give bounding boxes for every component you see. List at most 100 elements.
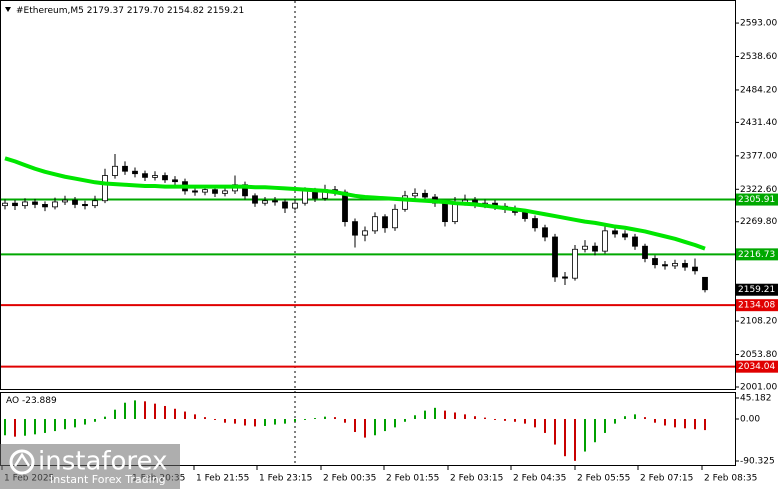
y-tick-label: 2593.00 [740, 19, 777, 29]
candle-body [362, 230, 368, 236]
candle-body [402, 195, 408, 210]
indicator-frame [0, 392, 736, 466]
indicator-bar [484, 417, 486, 419]
candle-body [302, 190, 308, 204]
indicator-bar [694, 418, 696, 430]
indicator-y-tick-label: -90.325 [740, 456, 775, 466]
candle-body [642, 245, 648, 259]
candle-body [572, 248, 578, 279]
menu-arrow [5, 7, 11, 12]
indicator-bar [194, 414, 196, 419]
moving-average [4, 156, 706, 251]
indicator-bar [674, 418, 676, 428]
indicator-bar [494, 418, 496, 420]
indicator-bar [204, 417, 206, 419]
indicator-bar [474, 416, 476, 419]
y-tick-label: 2001.00 [740, 382, 777, 392]
indicator-bar [644, 417, 646, 419]
indicator-bar [534, 418, 536, 428]
candle-body [622, 233, 628, 238]
indicator-bar [154, 403, 156, 419]
y-tick-label: 2431.40 [740, 118, 777, 128]
watermark-box [0, 444, 180, 489]
candle-body [342, 191, 348, 223]
indicator-bar [514, 418, 516, 422]
candle-body [592, 245, 598, 252]
indicator-bar [414, 415, 416, 419]
indicator-bar [324, 416, 326, 419]
indicator-bar [654, 418, 656, 423]
indicator-bar [234, 418, 236, 424]
watermark: instaforex Instant Forex Trading [0, 444, 180, 489]
indicator-y-tick-label: 45.182 [740, 393, 772, 403]
indicator-bar [164, 405, 166, 419]
candle-body [152, 175, 158, 178]
indicator-bar [304, 418, 306, 420]
indicator-bar [374, 418, 376, 436]
x-tick-label: 2 Feb 04:35 [513, 474, 566, 484]
candle-body [122, 165, 128, 172]
indicator-bar [184, 411, 186, 419]
x-tick-label: 2 Feb 01:55 [386, 474, 439, 484]
indicator-bar [314, 418, 316, 419]
candle-body [522, 212, 528, 219]
indicator-bar [364, 418, 366, 438]
watermark-brand: instaforex [38, 447, 167, 477]
indicator-value: -23.889 [22, 396, 57, 406]
indicator-bar [264, 418, 266, 426]
indicator-bar [284, 418, 286, 424]
indicator-name: AO [6, 396, 19, 406]
indicator-y-tick-label: 0.00 [740, 414, 760, 424]
candle-body [92, 200, 98, 207]
candle-body [272, 200, 278, 203]
indicator-bar [704, 418, 706, 431]
indicator-bar [444, 410, 446, 419]
candle-body [662, 264, 668, 267]
indicator-bar [144, 401, 146, 419]
indicator-bar [274, 418, 276, 425]
candle-body [682, 263, 688, 268]
candle-body [212, 189, 218, 194]
y-tick-label: 2484.20 [740, 85, 777, 95]
candle-body [452, 202, 458, 223]
candle-body [632, 236, 638, 247]
indicator-bar [424, 410, 426, 419]
level-label: 2305.91 [738, 195, 775, 205]
candle-body [702, 276, 708, 291]
candle-body [172, 179, 178, 183]
chart-title: #Ethereum,M5 2179.37 2179.70 2154.82 215… [16, 6, 244, 16]
y-tick-label: 2108.20 [740, 317, 777, 327]
candle-body [162, 175, 168, 181]
indicator-bar [244, 418, 246, 426]
price-tag [736, 283, 778, 296]
candle-body [202, 189, 208, 193]
indicator-bar [604, 418, 606, 433]
main-frame [0, 0, 736, 390]
candle-body [102, 175, 108, 202]
indicator-bar [54, 418, 56, 432]
indicator-bar [614, 418, 616, 424]
indicator-bar [594, 418, 596, 443]
indicator-title: AO -23.889 [6, 396, 57, 406]
indicator-bar [134, 400, 136, 419]
indicator-bar [124, 402, 126, 419]
watermark-logo [9, 449, 35, 475]
level-tag [736, 193, 778, 206]
x-tick-label: 2 Feb 00:35 [323, 474, 376, 484]
indicator-bar [564, 418, 566, 457]
candle-body [612, 230, 618, 235]
candle-body [292, 202, 298, 209]
candle-body [82, 204, 88, 207]
candle-body [252, 195, 258, 204]
candle-body [352, 221, 358, 236]
y-tick-label: 2269.80 [740, 217, 777, 227]
candle-body [32, 201, 38, 205]
x-tick-label: 2 Feb 03:15 [450, 474, 503, 484]
y-tick-label: 2538.60 [740, 52, 777, 62]
candle-body [382, 216, 388, 229]
indicator-bar [14, 418, 16, 437]
candle-body [442, 202, 448, 223]
y-tick-label: 2377.00 [740, 151, 777, 161]
candle-body [542, 227, 548, 238]
